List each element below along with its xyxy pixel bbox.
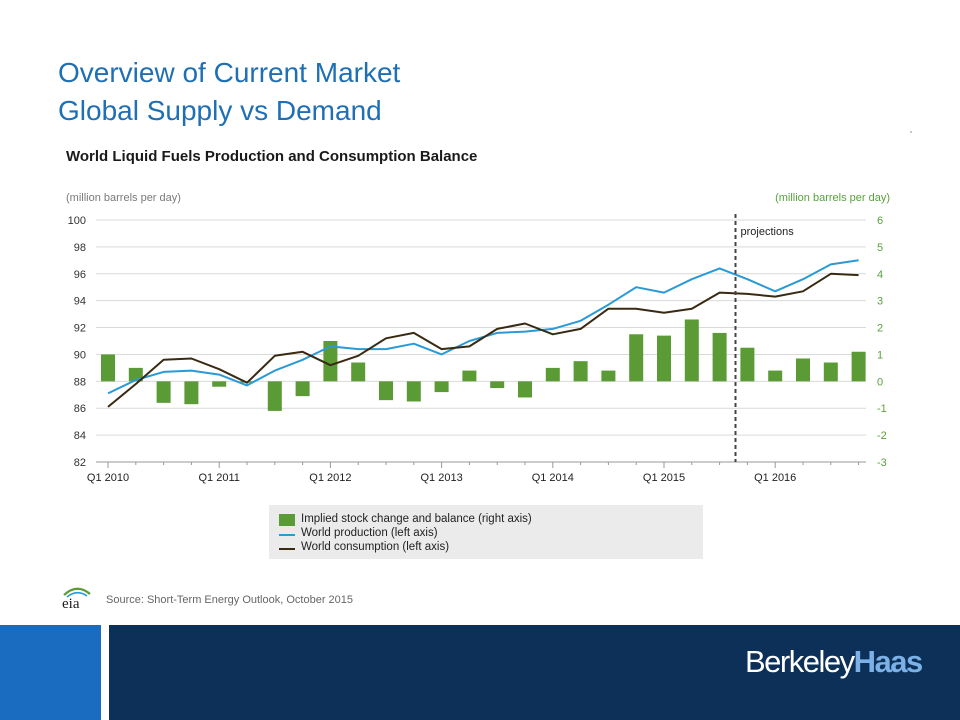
x-tick-label: Q1 2010 (87, 472, 129, 484)
brand-haas: Haas (853, 644, 924, 679)
right-tick-label: 1 (877, 349, 883, 361)
stock-change-bar (406, 381, 421, 402)
stock-change-bar (573, 361, 588, 382)
left-tick-label: 82 (74, 457, 86, 469)
stock-change-bar (101, 354, 115, 382)
right-tick-label: 0 (877, 376, 883, 388)
footer-bar (109, 625, 960, 720)
legend-label: World production (left axis) (301, 527, 438, 539)
x-tick-label: Q1 2015 (643, 472, 685, 484)
chart-title: World Liquid Fuels Production and Consum… (66, 148, 478, 165)
line-series (107, 259, 859, 408)
legend-line-swatch (279, 548, 295, 550)
stock-change-bar (156, 381, 171, 403)
left-tick-label: 88 (74, 376, 86, 388)
stock-change-bar (740, 347, 755, 382)
bar-series (101, 319, 866, 411)
legend-line-swatch (279, 534, 295, 536)
legend-label: World consumption (left axis) (301, 541, 450, 553)
stock-change-bar (295, 381, 310, 397)
left-tick-label: 86 (74, 403, 86, 415)
stock-change-bar (823, 362, 838, 382)
x-tick-label: Q1 2016 (754, 472, 796, 484)
right-tick-label: -3 (877, 457, 887, 469)
chart-canvas: 100 98 96 94 92 90 88 86 84 82 6 5 4 3 2 1 0 -1 -2 -3 Q1 201… (68, 214, 887, 484)
x-tick-label: Q1 2012 (309, 472, 351, 484)
stock-change-bar (351, 362, 366, 382)
stock-change-bar (601, 370, 616, 382)
right-tick-label: 6 (877, 215, 883, 227)
stock-change-bar (267, 381, 282, 411)
right-tick-label: 3 (877, 296, 883, 308)
source-note: Source: Short-Term Energy Outlook, Octob… (106, 594, 354, 606)
left-tick-label: 96 (74, 269, 86, 281)
legend-bar-swatch (279, 514, 295, 526)
x-tick-label: Q1 2014 (532, 472, 574, 484)
decorative-dot (910, 131, 912, 133)
slide-title: Overview of Current Market Global Supply… (58, 54, 400, 130)
right-tick-label: -1 (877, 403, 887, 415)
stock-change-bar (657, 335, 671, 382)
left-tick-label: 84 (74, 430, 86, 442)
stock-change-bar (796, 358, 810, 382)
stock-change-bar (712, 332, 727, 382)
left-axis-unit-label: (million barrels per day) (66, 192, 181, 204)
axes: 100 98 96 94 92 90 88 86 84 82 6 5 4 3 2 1 0 -1 -2 -3 Q1 201… (68, 215, 887, 484)
x-tick-label: Q1 2013 (420, 472, 462, 484)
berkeley-haas-logo: BerkeleyHaas (745, 644, 924, 688)
left-tick-label: 94 (74, 296, 86, 308)
stock-change-bar (184, 381, 199, 405)
eia-logo-icon: eia (62, 587, 91, 610)
projections-annotation: projections (741, 226, 795, 238)
world-consumption-line (107, 272, 859, 408)
left-tick-label: 100 (68, 215, 86, 227)
stock-change-bar (851, 351, 866, 382)
right-tick-label: 2 (877, 323, 883, 335)
stock-change-bar (490, 381, 505, 389)
stock-change-bar (545, 367, 560, 382)
right-tick-label: 4 (877, 269, 883, 281)
right-axis-unit-label: (million barrels per day) (775, 192, 890, 204)
svg-text:eia: eia (62, 596, 80, 610)
legend-label: Implied stock change and balance (right … (301, 513, 532, 525)
left-tick-label: 90 (74, 349, 86, 361)
stock-change-bar (379, 381, 393, 401)
slide-title-line-2: Global Supply vs Demand (58, 95, 382, 126)
gridlines (96, 219, 866, 463)
stock-change-bar (434, 381, 449, 393)
footer-accent-block (0, 625, 101, 720)
right-tick-label: 5 (877, 242, 883, 254)
slide-title-line-1: Overview of Current Market (58, 57, 401, 88)
x-tick-label: Q1 2011 (199, 472, 240, 484)
stock-change-bar (684, 319, 699, 382)
stock-change-bar (462, 370, 477, 382)
stock-change-bar (323, 341, 338, 382)
stock-change-bar (518, 381, 532, 398)
left-tick-label: 92 (74, 323, 86, 335)
stock-change-bar (629, 334, 644, 382)
right-tick-label: -2 (877, 430, 887, 442)
brand-berkeley: Berkeley (745, 644, 855, 679)
left-tick-label: 98 (74, 242, 86, 254)
stock-change-bar (768, 370, 783, 382)
chart-legend: Implied stock change and balance (right … (269, 505, 703, 559)
stock-change-bar (212, 381, 227, 387)
